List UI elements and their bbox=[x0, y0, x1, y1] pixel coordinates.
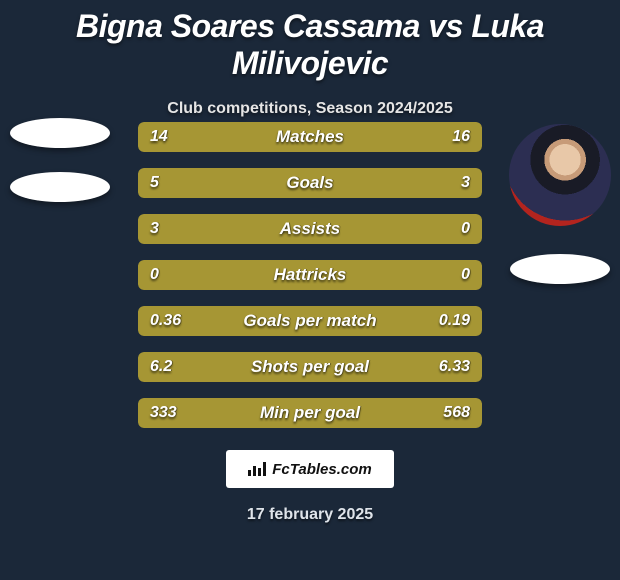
stats-bars: 1416Matches 53Goals 30Assists 00Hattricks 0.… bbox=[138, 122, 482, 444]
brand-logo[interactable]: FcTables.com bbox=[226, 450, 394, 488]
player-right-column bbox=[500, 110, 620, 284]
comparison-container: Bigna Soares Cassama vs Luka Milivojevic… bbox=[0, 0, 620, 580]
club-logo-right bbox=[510, 254, 610, 284]
stat-label: Matches bbox=[138, 122, 482, 152]
stat-row: 00Hattricks bbox=[138, 260, 482, 290]
club-logo-left-2 bbox=[10, 172, 110, 202]
stat-label: Shots per goal bbox=[138, 352, 482, 382]
stat-row: 1416Matches bbox=[138, 122, 482, 152]
stat-label: Hattricks bbox=[138, 260, 482, 290]
chart-icon bbox=[248, 462, 266, 476]
player-right-avatar bbox=[509, 124, 611, 226]
stat-row: 0.360.19Goals per match bbox=[138, 306, 482, 336]
brand-text: FcTables.com bbox=[272, 461, 371, 478]
player-left-column bbox=[0, 110, 120, 202]
club-logo-left-1 bbox=[10, 118, 110, 148]
stat-label: Goals per match bbox=[138, 306, 482, 336]
stat-row: 6.26.33Shots per goal bbox=[138, 352, 482, 382]
date-text: 17 february 2025 bbox=[0, 506, 620, 524]
stat-row: 53Goals bbox=[138, 168, 482, 198]
stat-label: Assists bbox=[138, 214, 482, 244]
page-title: Bigna Soares Cassama vs Luka Milivojevic bbox=[0, 0, 620, 82]
stat-label: Goals bbox=[138, 168, 482, 198]
stat-row: 333568Min per goal bbox=[138, 398, 482, 428]
stat-row: 30Assists bbox=[138, 214, 482, 244]
stat-label: Min per goal bbox=[138, 398, 482, 428]
